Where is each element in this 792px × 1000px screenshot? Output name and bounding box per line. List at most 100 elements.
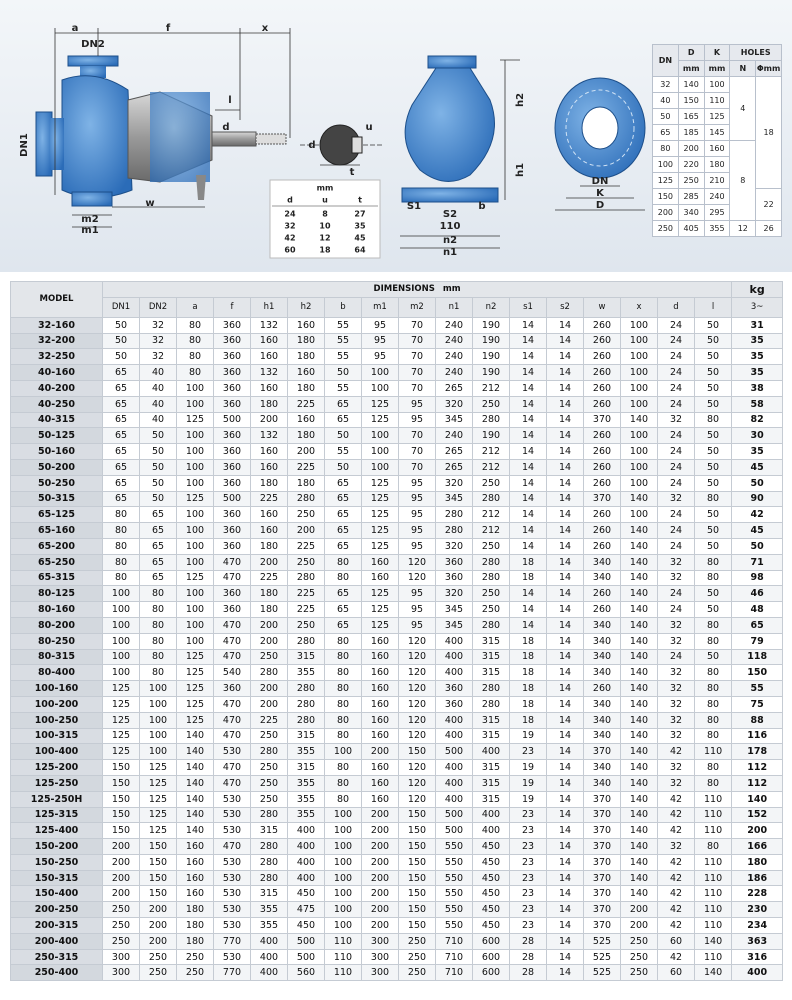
table-cell: 295 — [703, 204, 731, 221]
table-cell: 360 — [213, 427, 251, 445]
table-cell: 80 — [324, 774, 362, 792]
header-cell: K — [703, 44, 731, 61]
table-cell: 500 — [435, 822, 473, 840]
table-cell: 8 — [729, 140, 757, 221]
table-cell: 150 — [398, 901, 436, 919]
table-cell: 160 — [250, 458, 288, 476]
table-cell: 35 — [731, 364, 784, 381]
table-cell: 160 — [250, 522, 288, 539]
table-cell: 125 — [703, 108, 731, 125]
table-cell: 140 — [731, 790, 784, 808]
table-cell: 240 — [435, 348, 473, 366]
table-cell: 190 — [472, 427, 510, 445]
table-row: 125-250 150 125 140 470 250 355 80 160 120 400 315 1… — [10, 774, 784, 792]
table-cell: 400 — [250, 948, 288, 966]
table-cell: 28 — [509, 932, 547, 950]
table-row: 125-250H 150 125 140 530 250 355 80 160 120 400 315… — [10, 790, 784, 808]
table-cell: 530 — [213, 948, 251, 966]
table-cell: 80 — [693, 490, 733, 508]
table-cell: 55 — [324, 379, 362, 397]
table-cell: 120 — [398, 727, 436, 745]
table-cell: 50 — [693, 458, 733, 476]
table-cell: 100 — [102, 632, 140, 650]
table-cell: 160 — [287, 411, 325, 429]
table-cell: 470 — [213, 695, 251, 713]
table-cell: 530 — [213, 885, 251, 903]
table-cell: 65 — [652, 124, 679, 141]
table-cell: 250 — [250, 759, 288, 776]
table-cell: 180 — [176, 932, 214, 950]
table-cell: 200 — [250, 695, 288, 713]
table-cell: 265 — [435, 443, 473, 460]
dim-label: h1 — [515, 163, 526, 177]
table-cell: 100 — [176, 522, 214, 539]
dim-label: l — [228, 95, 231, 106]
table-cell: 160 — [361, 711, 399, 729]
table-cell: 80 — [693, 727, 733, 745]
table-cell: 14 — [509, 474, 547, 492]
table-row: 200-250 250 200 180 530 355 475 100 200 150 550 450… — [10, 901, 784, 919]
table-cell: 212 — [472, 443, 510, 460]
table-cell: 80 — [139, 632, 177, 650]
model-cell: 80-200 — [10, 616, 103, 634]
model-cell: 150-250 — [10, 853, 103, 871]
table-cell: 19 — [509, 759, 547, 776]
table-cell: 225 — [287, 585, 325, 603]
table-row: 32-160 50 32 80 360 132 160 55 95 70 240 190 14 14 260… — [10, 316, 784, 334]
table-cell: 70 — [398, 379, 436, 397]
table-cell: 530 — [213, 917, 251, 934]
table-row: 100-200 125 100 125 470 200 280 80 160 120 360 280 1… — [10, 695, 784, 713]
table-cell: 14 — [546, 522, 584, 539]
table-cell: 355 — [287, 790, 325, 808]
table-cell: 315 — [250, 885, 288, 903]
table-cell: 370 — [583, 869, 621, 887]
table-cell: 360 — [213, 443, 251, 460]
table-cell: 234 — [731, 917, 784, 934]
table-cell: 150 — [139, 869, 177, 887]
table-cell: 24 — [657, 585, 695, 603]
table-cell: 100 — [703, 76, 731, 93]
table-cell: 355 — [250, 917, 288, 934]
table-cell: 14 — [546, 427, 584, 445]
table-cell: 14 — [546, 885, 584, 903]
table-row: 125-200 150 125 140 470 250 315 80 160 120 400 315 1… — [10, 759, 784, 776]
table-cell: 80 — [324, 759, 362, 776]
dim-label: t — [350, 167, 355, 178]
model-cell: 50-160 — [10, 443, 103, 460]
table-row: 50-160 65 50 100 360 160 200 55 100 70 265 212 14 14 2… — [10, 443, 784, 460]
table-cell: 200 — [250, 411, 288, 429]
table-cell: 14 — [546, 664, 584, 682]
table-row: 200-400 250 200 180 770 400 500 110 300 250 710 600… — [10, 932, 784, 950]
table-cell: 28 — [509, 964, 547, 982]
table-cell: 65 — [139, 537, 177, 555]
table-cell: 35 — [354, 222, 366, 231]
table-cell: 250 — [250, 774, 288, 792]
table-cell: 95 — [361, 332, 399, 350]
table-cell: 225 — [250, 490, 288, 508]
table-cell: 400 — [435, 664, 473, 682]
table-cell: 530 — [213, 901, 251, 919]
table-cell: 80 — [324, 727, 362, 745]
table-cell: 14 — [546, 364, 584, 381]
table-cell: 200 — [620, 901, 658, 919]
table-cell: 80 — [324, 664, 362, 682]
table-cell: 65 — [731, 616, 784, 634]
table-cell: 65 — [102, 474, 140, 492]
table-cell: 320 — [435, 395, 473, 413]
table-cell: 315 — [472, 664, 510, 682]
table-cell: 400 — [435, 711, 473, 729]
dim-label: b — [478, 201, 485, 212]
table-cell: 250 — [102, 917, 140, 934]
table-cell: 50 — [693, 348, 733, 366]
table-cell: 100 — [361, 427, 399, 445]
table-cell: 19 — [509, 774, 547, 792]
table-cell: 400 — [731, 964, 784, 982]
table-cell: 80 — [176, 364, 214, 381]
table-cell: 14 — [546, 348, 584, 366]
dim-label: S2 — [443, 209, 457, 220]
model-cell: 150-400 — [10, 885, 103, 903]
table-cell: 60 — [284, 246, 296, 255]
table-cell: 12 — [729, 220, 757, 237]
table-cell: 120 — [398, 711, 436, 729]
shaft-key: d u t mm d u t 24 8 27 32 10 35 42 12 45 60 18 64 — [269, 122, 382, 259]
